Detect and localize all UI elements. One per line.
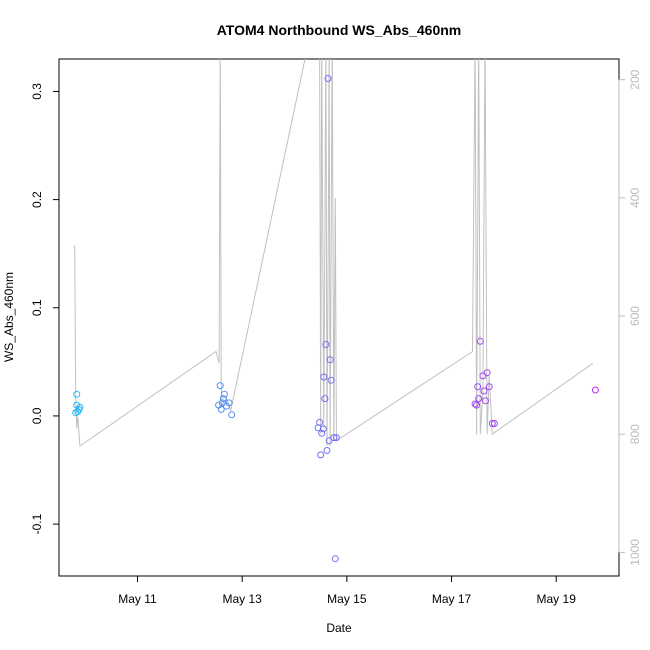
x-tick-label: May 13 (222, 592, 262, 606)
y-tick-label: 0.3 (30, 83, 44, 100)
y-tick-label: -0.1 (30, 513, 44, 534)
data-point (218, 399, 226, 407)
y-axis-label: WS_Abs_460nm (2, 272, 16, 362)
y-tick-label: 0.2 (30, 191, 44, 208)
data-point (321, 395, 329, 403)
chart-title: ATOM4 Northbound WS_Abs_460nm (217, 22, 462, 38)
x-tick-label: May 19 (537, 592, 577, 606)
y2-tick-label: 200 (628, 69, 642, 89)
data-point (325, 437, 333, 445)
data-point (488, 420, 496, 427)
x-tick-label: May 11 (118, 592, 157, 606)
data-point (217, 405, 225, 413)
y-tick-label: 0.1 (30, 299, 44, 316)
data-point (316, 418, 324, 426)
data-point (324, 75, 332, 82)
x-axis-label: Date (326, 621, 352, 635)
x-tick-label: May 17 (432, 592, 472, 606)
data-point (471, 400, 479, 408)
data-point (228, 411, 236, 419)
data-point (73, 390, 81, 398)
y2-tick-label: 800 (628, 424, 642, 444)
y-axis-left: -0.1 0.0 0.1 0.2 0.3 (30, 83, 60, 534)
data-point (330, 434, 338, 442)
data-point (220, 390, 228, 398)
x-tick-label: May 15 (327, 592, 367, 606)
x-axis: May 11 May 13 May 15 May 17 May 19 (118, 575, 577, 606)
data-point (332, 434, 340, 442)
data-point (485, 383, 493, 391)
data-point (475, 395, 483, 403)
plot-area (58, 58, 620, 577)
data-point (474, 383, 482, 391)
data-point (225, 399, 233, 407)
data-point (323, 447, 331, 454)
y2-tick-label: 600 (628, 306, 642, 326)
data-point (322, 341, 330, 348)
data-point (482, 397, 489, 405)
y-tick-label: 0.0 (30, 407, 44, 424)
data-point (480, 387, 488, 395)
data-point (591, 386, 599, 394)
data-point (76, 403, 84, 411)
depth-series-line (74, 59, 594, 447)
data-points-layer (72, 75, 599, 563)
y-axis-right: 200 400 600 800 1000 (618, 69, 642, 566)
data-point (317, 451, 325, 459)
data-point (473, 401, 481, 409)
data-point (318, 429, 326, 437)
data-point (320, 373, 328, 381)
data-point (327, 376, 335, 384)
data-point (483, 369, 491, 377)
data-point (331, 555, 339, 563)
data-point (216, 382, 224, 390)
y2-tick-label: 1000 (628, 539, 642, 566)
depth-line-layer (74, 59, 594, 447)
data-point (219, 395, 227, 403)
data-point (490, 420, 498, 427)
data-point (326, 356, 334, 364)
y2-tick-label: 400 (628, 188, 642, 208)
data-point (476, 337, 484, 345)
data-point (319, 425, 327, 433)
